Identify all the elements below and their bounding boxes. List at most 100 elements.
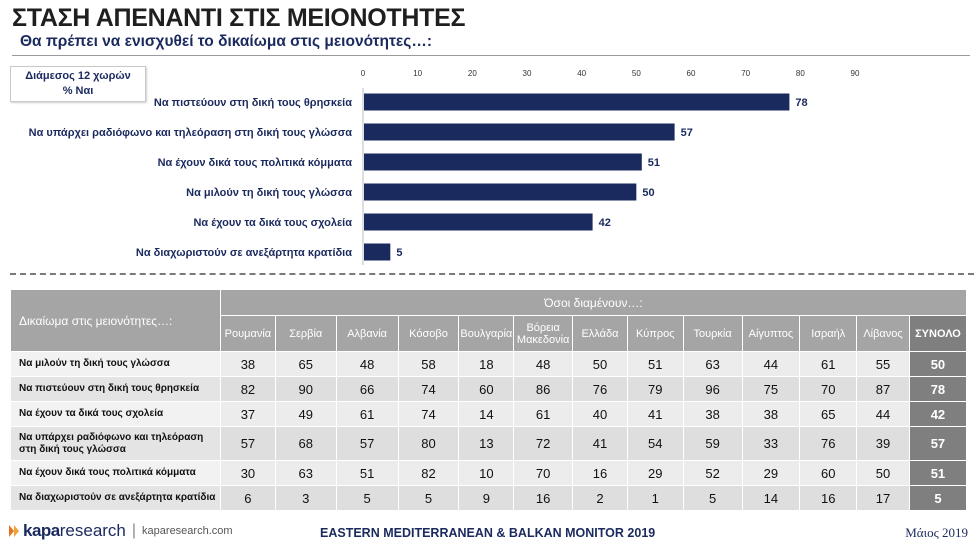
category-label: Να υπάρχει ραδιόφωνο και τηλεόραση στη δ… [29,127,353,139]
table-cell: 5 [397,485,460,511]
total-cell: 51 [908,460,968,486]
bar-value-label: 78 [795,97,807,109]
total-cell: 78 [908,376,968,402]
table-cell: 65 [799,401,858,427]
table-cell: 44 [856,401,910,427]
title-divider [12,55,970,56]
total-cell: 50 [908,351,968,377]
column-header-country: Αλβανία [335,315,399,352]
column-header-country: Λίβανος [856,315,910,352]
row-label: Να διαχωριστούν σε ανεξάρτητα κρατίδια [9,485,222,511]
bar-chart: 0 10 20 30 40 50 60 70 80 90 Να πιστεύουν στη δική… [29,69,860,265]
table-cell: 16 [799,485,858,511]
table-cell: 1 [626,485,684,511]
table-cell: 41 [626,401,684,427]
bar-value-label: 51 [648,157,660,169]
table-cell: 90 [274,376,337,402]
table-cell: 54 [626,426,684,461]
table-row: Να υπάρχει ραδιόφωνο και τηλεόραση στη δ… [9,426,968,461]
table-cell: 49 [274,401,337,427]
table-cell: 38 [741,401,801,427]
table-cell: 2 [572,485,628,511]
column-header-country: Τουρκία [682,315,743,352]
column-header-total: ΣΥΝΟΛΟ [908,315,968,352]
bar-value-label: 57 [681,127,693,139]
category-label: Να έχουν δικά τους πολιτικά κόμματα [158,157,353,169]
table-cell: 76 [799,426,858,461]
bar-value-label: 50 [642,187,654,199]
page-subtitle: Θα πρέπει να ενισχυθεί το δικαίωμα στις … [20,33,432,50]
column-header-country: Αίγυπτος [741,315,801,352]
category-label: Να μιλούν τη δική τους γλώσσα [186,187,352,199]
table-cell: 17 [856,485,910,511]
table-row: Να διαχωριστούν σε ανεξάρτητα κρατίδια 6 3… [9,485,968,511]
table-cell: 60 [458,376,515,402]
table-cell: 59 [682,426,743,461]
table-cell: 41 [572,426,628,461]
bar [364,153,642,171]
table-cell: 74 [397,376,460,402]
table-cell: 82 [397,460,460,486]
table-cell: 40 [572,401,628,427]
logo-separator: | [131,522,137,539]
page-title: ΣΤΑΣΗ ΑΠΕΝΑΝΤΙ ΣΤΙΣ ΜΕΙΟΝΟΤΗΤΕΣ [12,4,466,32]
category-label: Να έχουν τα δικά τους σχολεία [193,217,352,229]
table-cell: 79 [626,376,684,402]
table-cell: 70 [513,460,574,486]
x-tick-label: 40 [577,69,586,78]
table-cell: 63 [274,460,337,486]
table-cell: 29 [626,460,684,486]
table-cell: 5 [682,485,743,511]
row-label: Να έχουν τα δικά τους σχολεία [9,401,222,427]
total-cell: 5 [908,485,968,511]
bar [364,93,790,111]
table-cell: 18 [458,351,515,377]
table-cell: 39 [856,426,910,461]
table-cell: 87 [856,376,910,402]
x-tick-label: 80 [796,69,805,78]
table-row: Να μιλούν τη δική τους γλώσσα 38 65 48 58 18 4… [9,351,968,377]
x-tick-label: 20 [468,69,477,78]
x-tick-label: 50 [632,69,641,78]
table-cell: 75 [741,376,801,402]
total-cell: 57 [908,426,968,461]
table-cell: 57 [220,426,276,461]
bar-value-label: 5 [396,247,402,259]
table-cell: 60 [799,460,858,486]
table-body: Να μιλούν τη δική τους γλώσσα 38 65 48 58 18 4… [9,351,968,511]
table-cell: 55 [856,351,910,377]
table-cell: 63 [682,351,743,377]
table-cell: 13 [458,426,515,461]
table-cell: 86 [513,376,574,402]
table-cell: 14 [458,401,515,427]
legend-line-2: % Ναι [62,85,94,97]
column-header-country: Κόσοβο [397,315,460,352]
table-cell: 65 [274,351,337,377]
table-row: Να πιστεύουν στη δική τους θρησκεία 82 90 6… [9,376,968,402]
row-label: Να πιστεύουν στη δική τους θρησκεία [9,376,222,402]
table-cell: 57 [335,426,399,461]
table-cell: 6 [220,485,276,511]
table-cell: 29 [741,460,801,486]
total-cell: 42 [908,401,968,427]
x-tick-label: 90 [851,69,860,78]
table-cell: 61 [513,401,574,427]
column-header-country: Σερβία [274,315,337,352]
table-corner-label: Δικαίωμα στις μειονότητες…: [9,289,222,352]
bar [364,123,675,141]
x-tick-label: 70 [741,69,750,78]
column-header-country: Βουλγαρία [458,315,515,352]
table-cell: 80 [397,426,460,461]
table-cell: 61 [799,351,858,377]
table-cell: 68 [274,426,337,461]
x-tick-label: 10 [413,69,422,78]
category-label: Να πιστεύουν στη δική τους θρησκεία [154,97,352,109]
table-cell: 44 [741,351,801,377]
table-cell: 33 [741,426,801,461]
column-header-country: Ισραήλ [799,315,858,352]
kapa-logo-icon [9,525,19,537]
brand-logo: kapa research | kaparesearch.com [8,521,233,541]
x-tick-label: 0 [361,69,366,78]
table-cell: 3 [274,485,337,511]
table-cell: 5 [335,485,399,511]
